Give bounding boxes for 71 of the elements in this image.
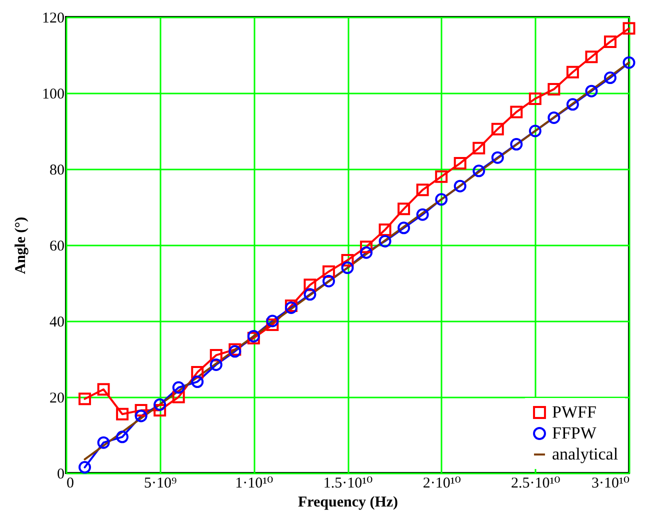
point — [435, 193, 448, 206]
y-tick-label: 20 — [50, 390, 64, 406]
point — [210, 358, 222, 371]
x-tick-label: 2·10¹⁰ — [422, 476, 461, 492]
y-tick-label: 80 — [50, 162, 64, 178]
point — [491, 122, 504, 136]
point — [97, 436, 110, 449]
point — [491, 151, 504, 164]
point — [472, 164, 486, 178]
point — [266, 318, 279, 332]
y-tick-label: 40 — [50, 314, 64, 330]
point — [510, 106, 523, 118]
x-tick-label: 1.5·10¹⁰ — [323, 476, 373, 492]
point — [360, 240, 373, 254]
point — [435, 170, 448, 183]
point — [210, 348, 222, 362]
point — [341, 254, 354, 266]
point — [191, 366, 204, 379]
point — [116, 408, 129, 420]
point — [585, 50, 598, 64]
point — [548, 111, 560, 124]
point — [191, 376, 204, 388]
point — [304, 288, 316, 301]
legend-label: FFPW — [552, 424, 598, 442]
x-tick-label: 5·10⁹ — [144, 476, 177, 492]
point — [585, 84, 598, 98]
point — [510, 138, 523, 151]
point — [172, 381, 185, 394]
x-axis-title: Frequency (Hz) — [298, 494, 398, 510]
legend-label: PWFF — [552, 402, 596, 422]
point — [341, 262, 354, 274]
point — [622, 22, 636, 35]
point — [378, 224, 392, 236]
point — [134, 410, 148, 422]
point — [78, 461, 92, 474]
point — [378, 234, 392, 248]
point — [604, 35, 616, 48]
x-tick-label: 3·10¹⁰ — [591, 476, 630, 492]
point — [266, 314, 279, 328]
point — [78, 392, 92, 406]
point — [322, 265, 335, 278]
x-tick-label: 1·10¹⁰ — [235, 476, 274, 492]
point — [398, 222, 410, 234]
point — [416, 208, 429, 221]
y-tick-label: 120 — [42, 10, 64, 26]
point — [528, 92, 542, 105]
point — [360, 246, 373, 259]
point — [528, 124, 542, 138]
point — [566, 66, 579, 78]
point — [116, 430, 129, 444]
point — [304, 278, 316, 292]
y-tick-label: 100 — [42, 86, 64, 102]
point — [322, 274, 335, 288]
point — [154, 404, 166, 417]
point — [97, 383, 110, 396]
point — [622, 56, 636, 69]
point — [604, 72, 616, 84]
y-tick-label: 60 — [50, 238, 64, 254]
point — [548, 82, 560, 96]
y-axis-title: Angle (°) — [13, 216, 29, 274]
legend-label: analytical — [552, 444, 618, 464]
point — [172, 390, 185, 404]
point — [134, 404, 148, 417]
point — [398, 202, 410, 216]
point — [454, 180, 466, 192]
point — [472, 142, 486, 154]
point — [154, 398, 166, 411]
point — [566, 98, 579, 111]
x-tick-label: 2.5·10¹⁰ — [511, 476, 560, 492]
point — [416, 184, 429, 196]
point — [454, 157, 466, 170]
